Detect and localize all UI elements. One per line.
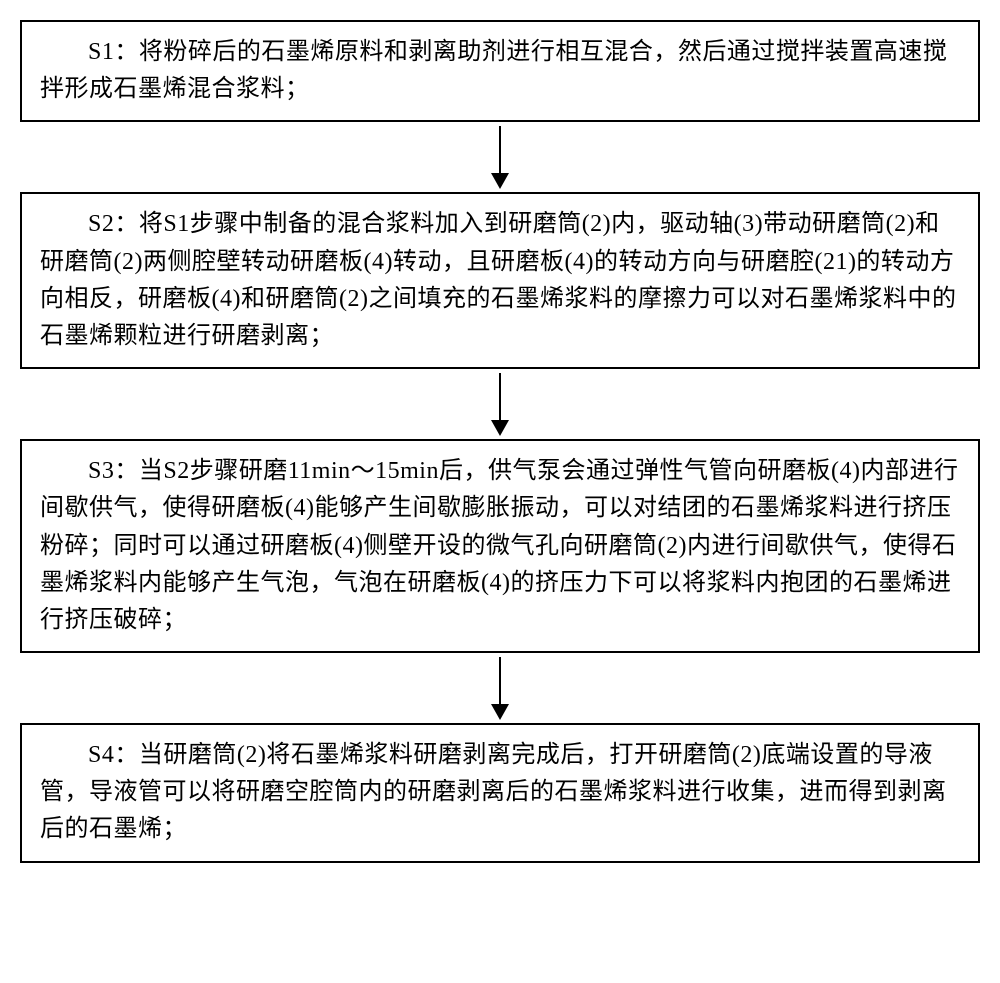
arrow-line	[499, 126, 501, 174]
step-text: S1：将粉碎后的石墨烯原料和剥离助剂进行相互混合，然后通过搅拌装置高速搅拌形成石…	[40, 34, 960, 108]
arrow-line	[499, 657, 501, 705]
arrow-head-icon	[491, 173, 509, 189]
flowchart-step-s3: S3：当S2步骤研磨11min～15min后，供气泵会通过弹性气管向研磨板(4)…	[20, 439, 980, 653]
arrow-head-icon	[491, 420, 509, 436]
arrow-head-icon	[491, 704, 509, 720]
flowchart-arrow	[491, 653, 509, 723]
flowchart-arrow	[491, 122, 509, 192]
flowchart-step-s1: S1：将粉碎后的石墨烯原料和剥离助剂进行相互混合，然后通过搅拌装置高速搅拌形成石…	[20, 20, 980, 122]
flowchart-step-s4: S4：当研磨筒(2)将石墨烯浆料研磨剥离完成后，打开研磨筒(2)底端设置的导液管…	[20, 723, 980, 863]
arrow-line	[499, 373, 501, 421]
step-text: S3：当S2步骤研磨11min～15min后，供气泵会通过弹性气管向研磨板(4)…	[40, 453, 960, 639]
flowchart-step-s2: S2：将S1步骤中制备的混合浆料加入到研磨筒(2)内，驱动轴(3)带动研磨筒(2…	[20, 192, 980, 369]
step-text: S2：将S1步骤中制备的混合浆料加入到研磨筒(2)内，驱动轴(3)带动研磨筒(2…	[40, 206, 960, 355]
flowchart-arrow	[491, 369, 509, 439]
step-text: S4：当研磨筒(2)将石墨烯浆料研磨剥离完成后，打开研磨筒(2)底端设置的导液管…	[40, 737, 960, 849]
